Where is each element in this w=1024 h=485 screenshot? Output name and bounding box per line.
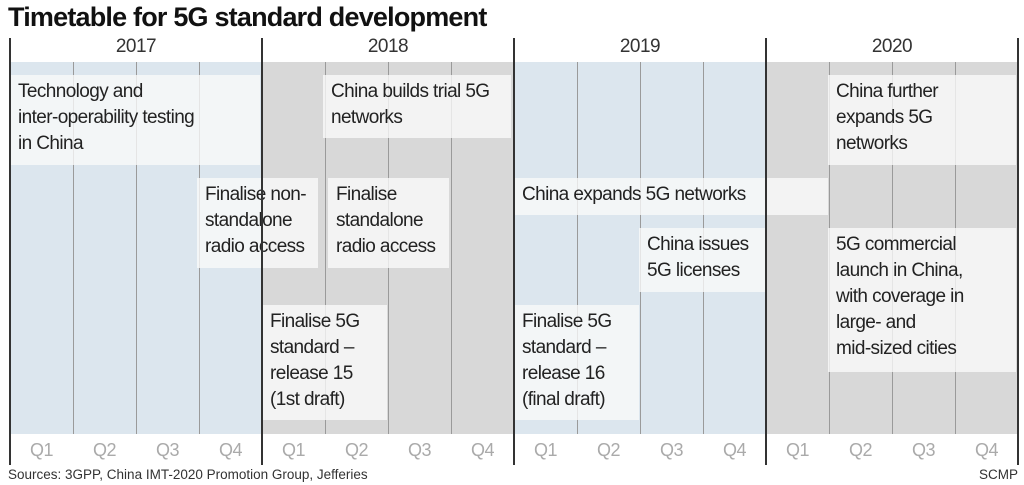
quarter-label: Q2 — [344, 440, 369, 460]
quarter-divider — [577, 62, 578, 434]
event-release-15: Finalise 5G standard – release 15 (1st d… — [262, 305, 387, 420]
quarter-label: Q2 — [92, 440, 117, 460]
event-release-16: Finalise 5G standard – release 16 (final… — [514, 305, 639, 420]
year-2019: 2019 — [619, 36, 661, 57]
year-divider — [1017, 38, 1019, 465]
quarter-divider — [136, 62, 137, 434]
year-divider — [513, 38, 515, 465]
quarter-label: Q3 — [911, 440, 936, 460]
quarter-label: Q3 — [407, 440, 432, 460]
quarter-label: Q3 — [659, 440, 684, 460]
year-divider — [261, 38, 263, 465]
sources: Sources: 3GPP, China IMT-2020 Promotion … — [8, 467, 368, 482]
year-divider — [765, 38, 767, 465]
event-china-expands: China expands 5G networks — [514, 178, 828, 215]
event-technology-testing: Technology and inter-operability testing… — [10, 75, 260, 165]
quarter-label: Q4 — [974, 440, 999, 460]
quarter-label: Q2 — [848, 440, 873, 460]
quarter-label: Q2 — [596, 440, 621, 460]
event-trial-networks: China builds trial 5G networks — [323, 75, 511, 138]
year-2017: 2017 — [115, 36, 157, 57]
event-commercial-launch: 5G commercial launch in China, with cove… — [828, 228, 1016, 372]
quarter-label: Q4 — [470, 440, 495, 460]
credit: SCMP — [978, 467, 1018, 482]
quarter-divider — [451, 62, 452, 434]
year-2018: 2018 — [367, 36, 409, 57]
quarter-divider — [73, 62, 74, 434]
quarter-label: Q4 — [722, 440, 747, 460]
event-nonstandalone: Finalise non- standalone radio access — [197, 178, 318, 268]
quarter-label: Q1 — [29, 440, 54, 460]
year-2020: 2020 — [871, 36, 913, 57]
chart-title: Timetable for 5G standard development — [8, 2, 487, 32]
quarter-label: Q1 — [785, 440, 810, 460]
event-licenses: China issues 5G licenses — [639, 228, 765, 292]
quarter-divider — [325, 62, 326, 434]
quarter-label: Q3 — [155, 440, 180, 460]
event-standalone: Finalise standalone radio access — [328, 178, 449, 268]
quarter-label: Q1 — [281, 440, 306, 460]
quarter-label: Q4 — [218, 440, 243, 460]
quarter-label: Q1 — [533, 440, 558, 460]
event-further-expands: China further expands 5G networks — [828, 75, 1016, 165]
year-divider — [9, 38, 11, 465]
